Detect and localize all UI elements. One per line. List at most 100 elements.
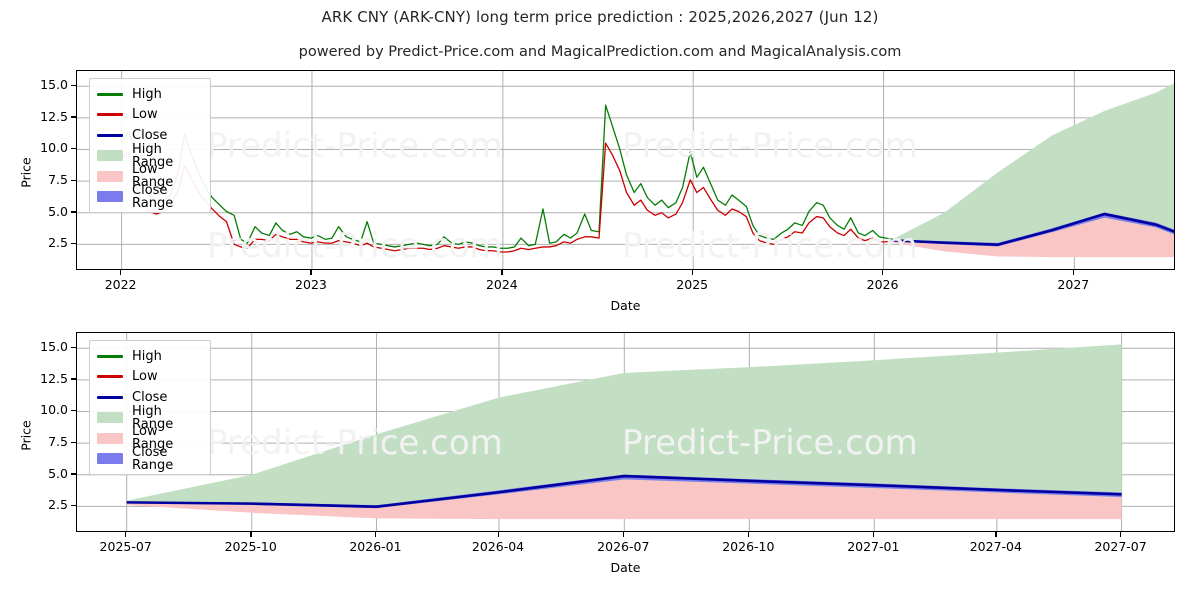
legend-swatch-high [97,92,123,96]
y-axis-tick-label: 2.5 [48,235,68,251]
page-title: ARK CNY (ARK-CNY) long term price predic… [321,8,879,26]
x-axis-tick-label: 2025 [676,277,709,292]
x-axis-tick-label: 2023 [295,277,327,292]
y-axis-tick-label: 2.5 [48,497,68,513]
series-line-close [126,474,1122,508]
x-axis-tick-label: 2027-01 [847,539,900,554]
band-low-range [126,479,1122,520]
bottom-chart-xlabel: Date [610,560,641,575]
y-axis-tick-label: 10.0 [40,140,68,156]
x-axis-tick-label: 2027-04 [969,539,1022,554]
y-axis-tick-label: 12.5 [40,370,68,386]
legend-swatch-low [97,375,123,379]
x-axis-tick-mark [691,270,693,275]
watermark-text: Predict-Price.com [622,126,918,166]
top-chart-legend-item[interactable]: Close Range [97,182,202,211]
bottom-chart-panel: Price Predict-Price.com Predict-Price.co… [0,320,1200,600]
page-subtitle: powered by Predict-Price.com and Magical… [298,44,902,60]
legend-label: Close Range [132,444,174,473]
legend-swatch-close [97,395,123,399]
legend-swatch-close-range [97,191,123,203]
bottom-chart-legend-item[interactable]: Low [97,367,202,388]
top-chart-legend-item[interactable]: Close [97,125,202,146]
bottom-chart-legend-item[interactable]: Close Range [97,444,202,473]
top-chart-xlabel: Date [610,298,641,313]
bottom-chart-legend-item[interactable]: High [97,346,202,367]
watermark-text: Predict-Price.com [622,423,918,463]
x-axis-tick-label: 2026-04 [471,539,525,554]
x-axis-tick-label: 2022 [104,277,137,292]
x-axis-tick-mark [1120,532,1122,537]
y-axis-tick-label: 12.5 [40,108,68,124]
x-axis-tick-mark [120,270,122,275]
watermark-text: Predict-Price.com [207,226,503,266]
legend-label: Close Range [132,182,174,211]
watermark-text: Predict-Price.com [207,423,503,463]
y-axis-tick-mark [71,378,76,380]
legend-label: Low Range [132,162,174,191]
legend-label: High Range [132,403,174,432]
legend-swatch-high-range [97,412,123,424]
legend-swatch-high [97,354,123,358]
y-axis-tick-mark [71,147,76,150]
watermark-text: Predict-Price.com [207,126,503,166]
x-axis-tick-label: 2027-07 [1094,539,1147,554]
x-axis-tick-label: 2026 [866,277,899,292]
legend-label: Low Range [132,424,174,453]
x-axis-tick-mark [125,532,127,537]
legend-swatch-low-range [97,170,123,182]
band-high-range [893,83,1174,249]
top-chart-canvas [77,71,1174,269]
legend-swatch-low-range [97,432,123,444]
legend-label: Close [132,127,168,143]
top-chart-plot-area: Predict-Price.com Predict-Price.com Pred… [76,70,1175,270]
y-axis-tick-mark [71,211,76,213]
x-axis-tick-mark [995,532,997,537]
series-line-high [120,104,894,249]
y-axis-tick-mark [71,179,76,181]
y-axis-tick-label: 7.5 [48,434,68,450]
y-axis-tick-mark [71,346,76,348]
x-axis-tick-label: 2025-10 [224,539,277,554]
y-axis-tick-label: 7.5 [48,172,68,188]
top-chart-panel: Price Predict-Price.com Predict-Price.co… [19,70,1175,313]
y-axis-tick-mark [71,242,76,245]
y-axis-tick-label: 15.0 [40,77,68,93]
x-axis-tick-mark [310,270,312,275]
bottom-chart-legend-item[interactable]: High Range [97,403,202,432]
watermark-text: Predict-Price.com [622,226,918,266]
series-line-low [120,142,894,253]
y-axis-tick-mark [71,504,76,507]
legend-swatch-low [97,113,123,117]
top-chart-legend-item[interactable]: Low Range [97,162,202,191]
x-axis-tick-mark [747,532,750,537]
bottom-chart-legend: High Low Close High Range Low Range Close Ran… [89,340,211,475]
top-chart-legend-item[interactable]: High Range [97,141,202,170]
x-axis-tick-label: 2024 [485,277,518,292]
top-chart-legend-item[interactable]: High [97,84,202,105]
bottom-chart-plot-area: Predict-Price.com Predict-Price.com [76,332,1175,532]
top-chart-legend: High Low Close High Range Low Range Close Ran… [89,78,211,213]
x-axis-tick-mark [250,532,252,537]
bottom-chart-legend-item[interactable]: Close [97,387,202,408]
y-axis-tick-mark [71,84,76,86]
x-axis-tick-label: 2027 [1057,277,1090,292]
y-axis-tick-mark [71,441,76,443]
legend-label: High [132,86,162,102]
x-axis-tick-mark [1072,270,1075,275]
x-axis-tick-mark [872,532,875,537]
x-axis-tick-label: 2026-07 [597,539,650,554]
legend-label: High Range [132,141,174,170]
x-axis-tick-mark [882,270,884,275]
legend-label: Close [132,389,168,405]
y-axis-tick-label: 5.0 [48,203,68,219]
legend-label: High [132,348,162,364]
y-axis-tick-label: 10.0 [40,402,68,418]
bottom-chart-legend-item[interactable]: Low Range [97,424,202,453]
top-chart-legend-item[interactable]: Low [97,105,202,126]
x-axis-tick-mark [374,532,377,537]
x-axis-tick-mark [622,532,625,537]
x-axis-tick-label: 2026-01 [349,539,402,554]
legend-label: Low [132,107,158,123]
